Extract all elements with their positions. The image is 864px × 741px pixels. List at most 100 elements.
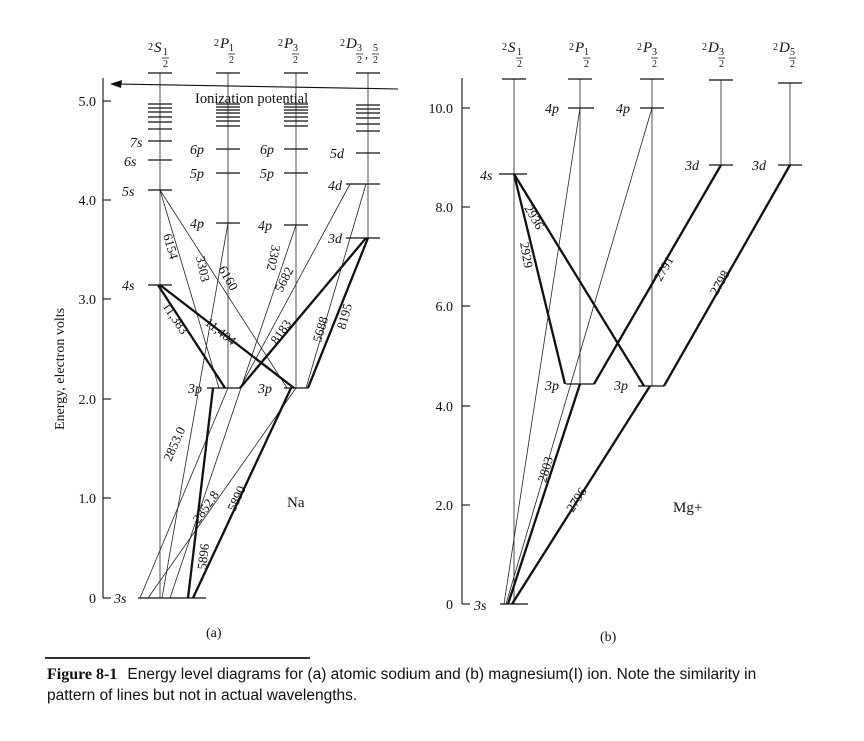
mg-panel-sublabel: (b) bbox=[600, 630, 617, 645]
na-label-5p12: 5p bbox=[190, 167, 204, 182]
na-line-label: 11,404 bbox=[202, 315, 239, 349]
na-header-p12: 2 P 1 2 bbox=[214, 36, 235, 66]
svg-text:3: 3 bbox=[357, 43, 362, 54]
na-dense-levels bbox=[148, 103, 380, 132]
na-y-ticks bbox=[103, 100, 111, 599]
na-line-label: 6160 bbox=[215, 263, 241, 293]
svg-text:P: P bbox=[219, 36, 229, 52]
na-tick-label: 5.0 bbox=[79, 95, 97, 110]
na-label-3d: 3d bbox=[327, 232, 343, 247]
svg-text:2: 2 bbox=[773, 42, 778, 53]
mg-header-d52: 2 D 5 2 bbox=[773, 40, 796, 70]
svg-text:1: 1 bbox=[517, 47, 522, 58]
na-label-6p32: 6p bbox=[260, 143, 274, 158]
na-line-label: 2852.8 bbox=[189, 488, 222, 526]
svg-text:1: 1 bbox=[584, 47, 589, 58]
mg-tick-label: 10.0 bbox=[429, 102, 454, 117]
na-label-6p12: 6p bbox=[190, 143, 204, 158]
svg-text:2: 2 bbox=[637, 42, 642, 53]
mg-header-d32: 2 D 3 2 bbox=[702, 40, 725, 70]
na-line-label: 5688 bbox=[309, 315, 331, 344]
na-transition-11404 bbox=[159, 284, 295, 389]
mg-line-label: 2803 bbox=[534, 455, 556, 484]
svg-text:,: , bbox=[365, 47, 368, 61]
na-label-5s: 5s bbox=[122, 185, 135, 200]
svg-text:5: 5 bbox=[790, 47, 795, 58]
na-transition-8195 bbox=[306, 237, 370, 389]
mg-tick-label: 2.0 bbox=[436, 499, 454, 514]
na-label-3p32: 3p bbox=[257, 382, 272, 397]
mg-tick-label: 4.0 bbox=[436, 400, 454, 415]
svg-text:S: S bbox=[154, 40, 162, 56]
svg-text:2: 2 bbox=[373, 55, 378, 66]
mg-label-3d32: 3d bbox=[684, 159, 700, 174]
mg-header-p12: 2 P 1 2 bbox=[569, 40, 590, 70]
na-label-3s: 3s bbox=[113, 592, 127, 607]
na-label-4p12: 4p bbox=[190, 217, 204, 232]
na-line-label: 5896 bbox=[194, 542, 212, 570]
mg-header-p32: 2 P 3 2 bbox=[637, 40, 658, 70]
mg-label-4p32: 4p bbox=[616, 102, 630, 117]
na-transition-3302 bbox=[169, 224, 297, 599]
svg-text:2: 2 bbox=[517, 59, 522, 70]
mg-label-3p32: 3p bbox=[613, 379, 628, 394]
na-tick-label: 1.0 bbox=[79, 492, 97, 507]
na-line-label: 3302 bbox=[264, 243, 284, 272]
mg-label-3p12: 3p bbox=[544, 379, 559, 394]
ionization-arrow bbox=[117, 83, 399, 90]
na-y-axis-label: Energy, electron volts bbox=[53, 308, 68, 430]
na-label-7s: 7s bbox=[130, 136, 143, 151]
na-transition-5688 bbox=[305, 183, 367, 389]
svg-text:2: 2 bbox=[652, 59, 657, 70]
mg-y-ticks bbox=[462, 107, 470, 605]
ionization-arrowhead bbox=[110, 80, 122, 88]
svg-text:2: 2 bbox=[229, 55, 234, 66]
svg-text:2: 2 bbox=[214, 38, 219, 49]
na-transition-5896 bbox=[186, 387, 215, 599]
na-label-5d: 5d bbox=[330, 147, 345, 162]
na-transition-2853 bbox=[139, 387, 229, 599]
na-transition-6154 bbox=[159, 189, 220, 389]
svg-text:2: 2 bbox=[340, 38, 345, 49]
caption-text: Energy level diagrams for (a) atomic sod… bbox=[47, 666, 757, 704]
mg-transition-2796 bbox=[511, 385, 651, 605]
mg-label-4s: 4s bbox=[480, 169, 493, 184]
na-panel-title: Na bbox=[287, 495, 305, 511]
na-tick-label: 0 bbox=[89, 592, 96, 607]
svg-text:1: 1 bbox=[163, 47, 168, 58]
svg-text:2: 2 bbox=[569, 42, 574, 53]
na-header-p32: 2 P 3 2 bbox=[278, 36, 299, 66]
mg-transition-4p12 bbox=[503, 107, 581, 605]
mg-tick-label: 6.0 bbox=[436, 300, 454, 315]
mg-line-label: 2791 bbox=[651, 253, 677, 283]
na-header-d: 2 D 3 2 , 5 2 bbox=[340, 36, 379, 66]
mg-tick-label: 0 bbox=[446, 598, 453, 613]
na-transition-8183 bbox=[239, 237, 367, 389]
na-tick-label: 3.0 bbox=[79, 293, 97, 308]
svg-text:2: 2 bbox=[148, 42, 153, 53]
na-label-4s: 4s bbox=[122, 279, 135, 294]
na-transition-5890 bbox=[191, 387, 293, 599]
mg-transition-2929 bbox=[512, 173, 567, 385]
na-label-4d: 4d bbox=[328, 179, 343, 194]
na-label-6s: 6s bbox=[124, 155, 137, 170]
mg-line-label: 2929 bbox=[517, 241, 536, 269]
mg-transition-2936 bbox=[513, 173, 645, 387]
svg-text:3: 3 bbox=[293, 43, 298, 54]
na-transition-5682 bbox=[239, 183, 351, 389]
svg-text:2: 2 bbox=[790, 59, 795, 70]
mg-panel: 0 2.0 4.0 6.0 8.0 10.0 2 S 1 2 2 P 1 2 2… bbox=[429, 40, 802, 645]
svg-text:2: 2 bbox=[278, 38, 283, 49]
na-tick-label: 4.0 bbox=[79, 194, 97, 209]
na-line-label: 6154 bbox=[160, 232, 182, 262]
svg-text:3: 3 bbox=[652, 47, 657, 58]
na-panel-sublabel: (a) bbox=[206, 626, 222, 641]
caption-rule bbox=[45, 657, 310, 659]
na-transition-28528 bbox=[147, 387, 297, 599]
na-transition-3303 bbox=[161, 222, 229, 599]
svg-text:P: P bbox=[574, 40, 584, 56]
na-line-label: 8183 bbox=[267, 317, 294, 347]
svg-text:2: 2 bbox=[502, 42, 507, 53]
svg-text:3: 3 bbox=[719, 47, 724, 58]
